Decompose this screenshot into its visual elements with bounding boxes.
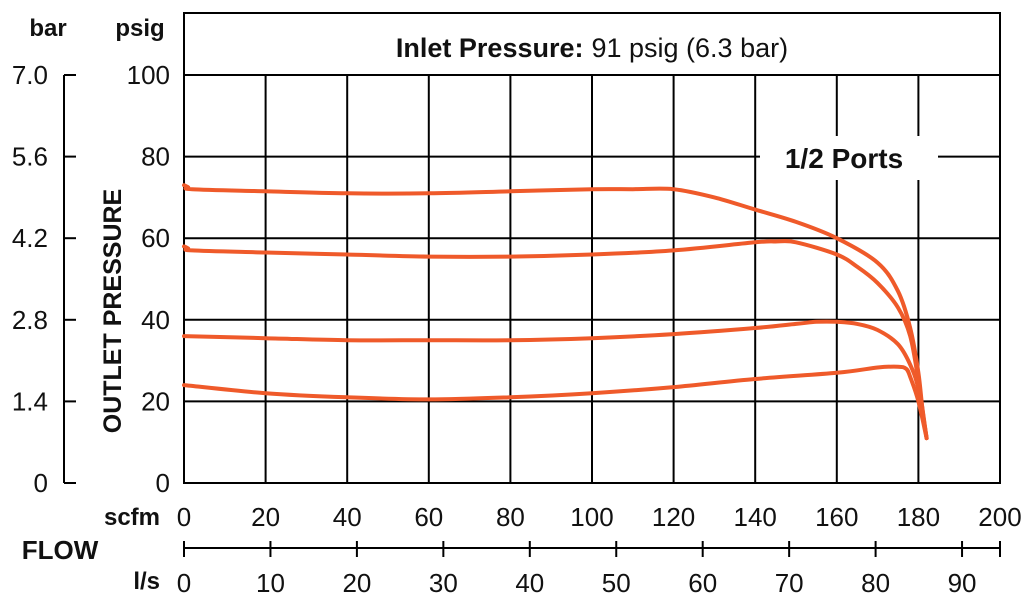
- x-secondary-unit: l/s: [133, 568, 160, 595]
- y-primary-tick-label-1: 20: [141, 386, 170, 416]
- x-primary-tick-label-5: 100: [570, 502, 613, 532]
- y-secondary-tick-label-3: 4.2: [12, 223, 48, 253]
- y-primary-tick-label-3: 60: [141, 223, 170, 253]
- x-primary-tick-label-7: 140: [734, 502, 777, 532]
- title-regular-part: 91 psig (6.3 bar): [591, 33, 788, 63]
- series-line-3: [182, 364, 929, 441]
- x-secondary-tick-label-8: 80: [861, 568, 890, 598]
- y-primary-tick-labels: 0 20 40 60 80 100: [127, 60, 170, 498]
- x-secondary-tick-label-0: 0: [177, 568, 191, 598]
- title-box-border: [183, 12, 1001, 76]
- x-secondary-tick-label-5: 50: [602, 568, 631, 598]
- chart-title: Inlet Pressure: 91 psig (6.3 bar): [396, 33, 788, 63]
- y-secondary-tick-label-1: 1.4: [12, 386, 48, 416]
- y-secondary-axis: 0 1.4 2.8 4.2 5.6 7.0: [12, 60, 76, 498]
- annotation-label: 1/2 Ports: [785, 143, 903, 174]
- x-secondary-tick-label-9: 90: [948, 568, 977, 598]
- series-line-1: [182, 239, 929, 441]
- title-box: Inlet Pressure: 91 psig (6.3 bar): [183, 12, 1001, 76]
- title-bold-part: Inlet Pressure:: [396, 33, 584, 63]
- x-secondary-tick-label-2: 20: [342, 568, 371, 598]
- x-primary-tick-label-6: 120: [652, 502, 695, 532]
- plot-border: [183, 74, 1001, 484]
- annotation: 1/2 Ports: [760, 136, 938, 180]
- x-secondary-tick-label-3: 30: [429, 568, 458, 598]
- y-secondary-tick-label-2: 2.8: [12, 305, 48, 335]
- y-primary-unit: psig: [115, 15, 164, 42]
- x-primary-tick-labels: 0 20 40 60 80 100 120 140 160 180 200: [177, 502, 1022, 532]
- series-line-0: [182, 183, 929, 441]
- x-primary-tick-label-3: 60: [414, 502, 443, 532]
- x-primary-tick-label-2: 40: [333, 502, 362, 532]
- y-primary-tick-label-0: 0: [156, 468, 170, 498]
- y-primary-tick-label-4: 80: [141, 142, 170, 172]
- y-primary-tick-label-2: 40: [141, 305, 170, 335]
- x-primary-unit: scfm: [104, 504, 160, 531]
- series: [182, 183, 929, 441]
- y-secondary-tick-label-0: 0: [34, 468, 48, 498]
- x-primary-tick-label-0: 0: [177, 502, 191, 532]
- x-secondary-axis: 0 10 20 30 40 50 60 70 80 90: [177, 541, 1001, 598]
- x-primary-tick-label-9: 180: [897, 502, 940, 532]
- y-secondary-unit: bar: [29, 15, 66, 42]
- x-secondary-tick-label-4: 40: [515, 568, 544, 598]
- x-axis-label: FLOW: [22, 535, 99, 565]
- plot-frame: [183, 74, 1001, 484]
- x-primary-tick-label-8: 160: [815, 502, 858, 532]
- x-secondary-tick-label-1: 10: [256, 568, 285, 598]
- series-line-2: [182, 319, 929, 441]
- x-secondary-tick-label-7: 70: [775, 568, 804, 598]
- annotation-background: [760, 136, 938, 180]
- y-secondary-tick-label-5: 7.0: [12, 60, 48, 90]
- y-secondary-tick-label-4: 5.6: [12, 142, 48, 172]
- y-primary-tick-label-5: 100: [127, 60, 170, 90]
- x-primary-tick-label-10: 200: [978, 502, 1021, 532]
- y-axis-label: OUTLET PRESSURE: [99, 189, 127, 433]
- x-primary-tick-label-4: 80: [496, 502, 525, 532]
- x-secondary-tick-label-6: 60: [688, 568, 717, 598]
- x-primary-tick-label-1: 20: [251, 502, 280, 532]
